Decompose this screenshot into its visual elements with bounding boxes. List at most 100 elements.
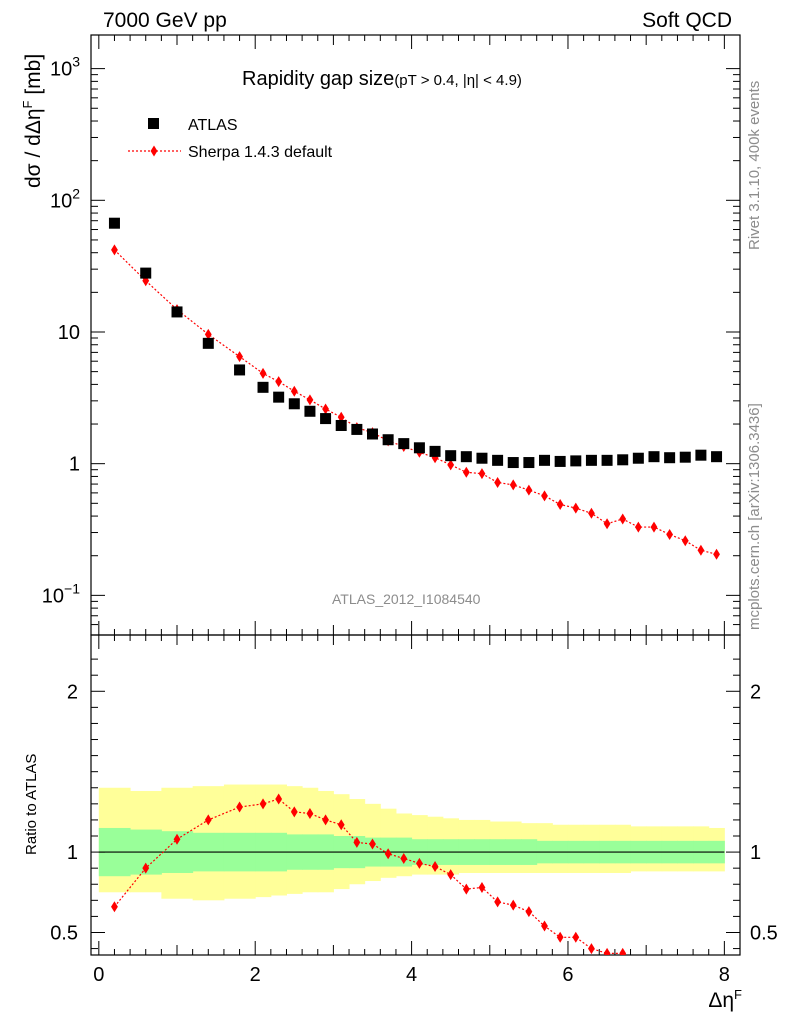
main-y-tick-label: 102 (50, 185, 80, 212)
sherpa-point (650, 521, 658, 533)
ratio-x-tick-label: 0 (93, 964, 104, 986)
ratio-y-tick-label: 0.5 (50, 922, 78, 944)
atlas-point (601, 454, 613, 466)
ratio-plot-area: 0 2 4 6 8 0.5 0.5 1 1 2 2 (50, 634, 778, 986)
ratio-x-tick-label: 2 (250, 964, 261, 986)
atlas-point (492, 454, 504, 466)
ratio-sherpa-point (462, 883, 470, 895)
sherpa-point (322, 403, 329, 415)
ratio-sherpa-point (400, 853, 408, 865)
sherpa-point (236, 351, 243, 363)
atlas-point (507, 457, 519, 469)
atlas-point (108, 217, 120, 229)
ratio-sherpa-point (259, 798, 267, 810)
atlas-point (539, 454, 551, 466)
ratio-sherpa-point (322, 814, 329, 826)
sherpa-point (541, 490, 548, 502)
ratio-sherpa-point (275, 793, 283, 805)
atlas-point (429, 445, 441, 457)
sherpa-point (525, 484, 533, 496)
atlas-point (711, 451, 723, 463)
ratio-sherpa-point (142, 862, 150, 874)
sherpa-point (478, 468, 486, 480)
sherpa-point (572, 502, 580, 514)
atlas-point (570, 455, 582, 467)
ratio-sherpa-point (204, 814, 212, 826)
atlas-point (413, 442, 425, 454)
ratio-sherpa-point (666, 964, 673, 975)
sherpa-point (681, 535, 689, 547)
atlas-point (304, 405, 316, 417)
atlas-point (351, 423, 363, 435)
atlas-point (320, 413, 332, 425)
atlas-point (273, 391, 285, 403)
atlas-point (554, 455, 566, 467)
sherpa-point (462, 466, 470, 478)
ratio-sherpa-point (572, 931, 580, 943)
sherpa-point (111, 244, 118, 256)
legend-atlas-marker (148, 118, 159, 129)
ratio-plot-frame (90, 634, 741, 956)
ratio-sherpa-point (236, 801, 243, 813)
atlas-point (257, 381, 269, 393)
sherpa-point (275, 376, 283, 388)
atlas-point (171, 306, 183, 318)
atlas-point (585, 454, 597, 466)
atlas-point (476, 452, 488, 464)
sherpa-point (634, 521, 642, 533)
x-axis-label: ΔηF (708, 987, 742, 1012)
sherpa-point (603, 518, 611, 530)
sherpa-point (619, 513, 627, 525)
main-y-tick-label: 10 (58, 322, 80, 344)
sherpa-line (114, 249, 717, 555)
ratio-sherpa-point (603, 947, 611, 955)
atlas-point (398, 438, 410, 450)
atlas-point (460, 451, 472, 463)
main-y-tick-label: 1 (69, 454, 80, 476)
legend-atlas-label: ATLAS (188, 117, 238, 134)
process-category-label: Soft QCD (642, 9, 732, 32)
sherpa-point (556, 498, 564, 510)
legend-sherpa-marker (150, 145, 158, 157)
sherpa-point (290, 385, 298, 397)
atlas-point (617, 454, 629, 466)
legend-sherpa-label: Sherpa 1.4.3 default (188, 144, 333, 161)
ratio-sherpa-point (619, 947, 627, 955)
analysis-id-watermark: ATLAS_2012_I1084540 (332, 591, 481, 607)
ratio-series-group (111, 793, 704, 986)
atlas-point (335, 419, 347, 431)
sherpa-point (713, 548, 720, 560)
legend: ATLAS Sherpa 1.4.3 default (128, 117, 333, 161)
sherpa-point (306, 394, 314, 406)
ratio-sherpa-point (697, 975, 704, 986)
main-y-tick-label: 10−1 (42, 580, 80, 607)
atlas-point (202, 337, 214, 349)
ratio-x-tick-label: 4 (406, 964, 417, 986)
ratio-y-tick-label-right: 1 (750, 842, 761, 864)
ratio-sherpa-point (369, 838, 376, 850)
atlas-point (382, 434, 394, 446)
atlas-point (366, 428, 378, 440)
ratio-sherpa-point (635, 956, 642, 967)
plot-title: Rapidity gap size(pT > 0.4, |η| < 4.9) (242, 68, 522, 90)
ratio-y-tick-label-right: 2 (750, 681, 761, 703)
ratio-sherpa-point (541, 920, 548, 932)
ratio-y-tick-label-right: 0.5 (750, 922, 778, 944)
ratio-sherpa-point (525, 906, 533, 918)
sherpa-point (204, 328, 212, 340)
sherpa-point (259, 367, 267, 379)
main-y-tick-label: 103 (50, 54, 80, 81)
ratio-sherpa-point (431, 861, 439, 873)
ratio-sherpa-point (337, 819, 345, 831)
atlas-point (679, 451, 691, 463)
ratio-sherpa-point (556, 931, 564, 943)
ratio-y-tick-label: 1 (67, 842, 78, 864)
ratio-sherpa-point (353, 836, 361, 848)
atlas-point (648, 451, 660, 463)
ratio-sherpa-point (509, 899, 517, 911)
sherpa-point (666, 528, 674, 540)
sherpa-point (588, 507, 595, 519)
sherpa-point (494, 476, 502, 488)
